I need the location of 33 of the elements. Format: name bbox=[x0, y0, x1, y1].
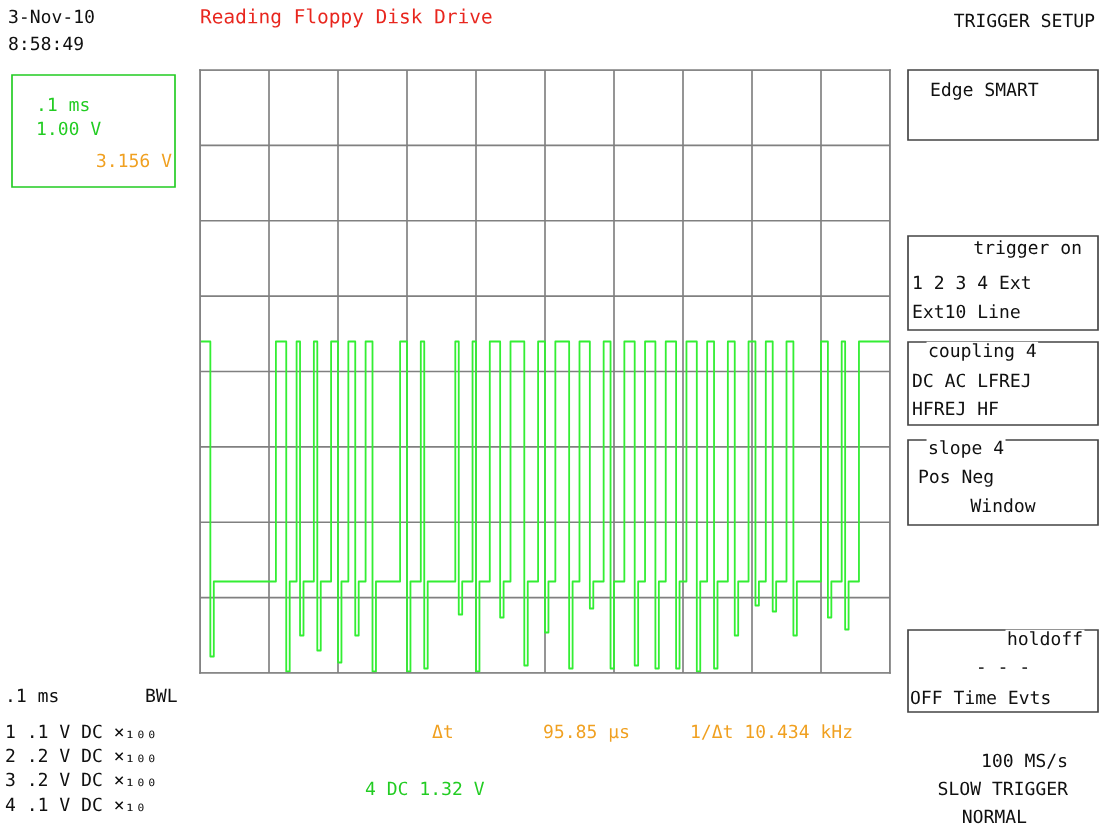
text: SLOW TRIGGER bbox=[938, 781, 1068, 796]
text: 3.156 V bbox=[97, 153, 172, 168]
text: 1 2 3 4 Ext bbox=[914, 275, 1030, 290]
text: slope 4 bbox=[929, 440, 1004, 458]
text: Δt bbox=[432, 724, 452, 739]
text: 95.85 μs bbox=[544, 724, 629, 742]
text: BWL bbox=[146, 688, 177, 703]
text: TRIGGER SETUP bbox=[954, 13, 1095, 28]
chart-title: Reading Floppy Disk Drive bbox=[201, 8, 492, 28]
text: 100 MS/s bbox=[983, 753, 1067, 769]
text: DC AC LFREJ bbox=[913, 373, 1030, 388]
text: HFREJ HF bbox=[913, 401, 998, 416]
text: Ext10 Line bbox=[913, 304, 1020, 319]
text: 4 DC 1.32 V bbox=[365, 781, 485, 796]
text: 1/Δt 10.434 kHz bbox=[692, 724, 852, 740]
text: holdoff bbox=[1008, 631, 1082, 646]
text: trigger on bbox=[974, 240, 1081, 258]
text: 1.00 V bbox=[38, 121, 101, 136]
text: - - - bbox=[978, 667, 1028, 669]
text: 3 .2 V DC ×₁₀₀ bbox=[6, 772, 155, 787]
text: Window bbox=[970, 498, 1036, 513]
text: 1 .1 V DC ×₁₀₀ bbox=[7, 724, 155, 739]
text: NORMAL bbox=[963, 809, 1027, 824]
text: 8:58:49 bbox=[9, 36, 83, 51]
text: 3-Nov-10 bbox=[9, 9, 94, 24]
text: 4 .1 V DC ×₁₀ bbox=[5, 797, 144, 812]
text: coupling 4 bbox=[929, 343, 1036, 361]
text: Pos Neg bbox=[919, 469, 993, 487]
text: 2 .2 V DC ×₁₀₀ bbox=[6, 748, 155, 763]
text: .1 ms bbox=[9, 688, 58, 703]
text: Edge SMART bbox=[931, 82, 1039, 100]
text: OFF Time Evts bbox=[911, 690, 1050, 705]
text: .1 ms bbox=[40, 97, 89, 112]
